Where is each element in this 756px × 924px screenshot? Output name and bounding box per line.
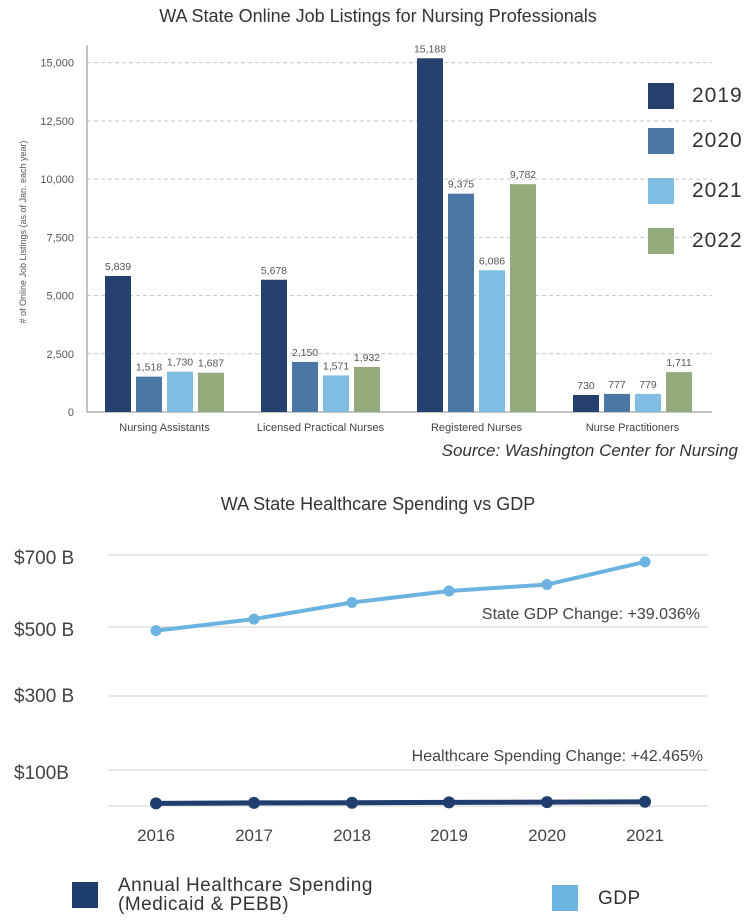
healthcare-spending-point [248,796,260,809]
spending-vs-gdp-plot: $700 B $500 B $300 B $100B 2016 2017 2018 2019 2… [14,548,708,845]
bar-value-label: 1,518 [136,362,162,374]
bar-2019 [261,279,287,412]
legend-item-healthcare-spending: Annual Healthcare Spending (Medicaid & P… [72,876,373,914]
bar-2020 [448,193,474,412]
x-category-label: Nurse Practitioners [586,422,680,434]
spending-vs-gdp-chart: WA State Healthcare Spending vs GDP $700… [0,480,756,924]
legend-label-2021: 2021 [692,179,743,202]
y-tick-label: $700 B [14,548,74,569]
x-category-label: Nursing Assistants [119,422,210,434]
bar-2019 [105,276,131,412]
x-tick-label: 2021 [626,826,664,845]
x-tick-label: 2016 [137,826,175,845]
bar-value-label: 15,188 [414,43,446,55]
gdp-change-annotation: State GDP Change: +39.036% [482,606,700,623]
y-tick-label: 7,500 [46,232,74,244]
source-note: Source: Washington Center for Nursing [441,441,738,460]
y-tick-label: 5,000 [46,291,74,303]
bar-2020 [292,361,318,412]
healthcare-spending-point [541,796,553,809]
x-tick-label: 2017 [235,826,273,845]
bar-value-label: 1,571 [323,360,349,372]
healthcare-spending-point [150,797,162,810]
bar-2019 [573,394,599,412]
y-tick-label: $500 B [14,620,74,641]
legend-label-gdp: GDP [598,887,641,909]
bar-value-label: 1,932 [354,352,380,364]
legend-label-2019: 2019 [692,84,743,107]
bar-value-label: 1,687 [198,358,224,370]
bar-2022 [354,367,380,412]
y-tick-label: 2,500 [46,349,74,361]
bar-value-label: 9,375 [448,179,474,191]
gdp-point [639,556,651,568]
x-tick-label: 2020 [528,826,566,845]
legend-label-line2: (Medicaid & PEBB) [118,894,290,915]
bar-2021 [635,393,661,412]
x-tick-label: 2019 [430,826,468,845]
bar-2022 [666,372,692,412]
bar-value-label: 2,150 [292,347,318,359]
x-category-label: Registered Nurses [431,422,523,434]
bar-value-label: 730 [577,380,595,392]
y-tick-label: 15,000 [40,58,74,70]
y-axis-title: # of Online Job Listings (as of Jan. eac… [18,140,28,323]
legend-label-2020: 2020 [692,129,743,152]
bar-value-label: 779 [639,379,657,391]
bar-value-label: 9,782 [510,169,536,181]
bar-value-label: 777 [608,379,626,391]
healthcare-spending-point [639,795,651,808]
bar-value-label: 1,711 [666,357,692,369]
legend-item-2020: 2020 [648,128,743,154]
legend-item-2021: 2021 [648,178,743,204]
healthcare-spending-point [346,796,358,809]
bar-2022 [510,184,536,412]
job-listings-plot: 0 2,500 5,000 7,500 10,000 12,500 15,000 # of O… [18,43,712,434]
gdp-point [443,585,455,597]
legend-label-healthcare-spending: Annual Healthcare Spending (Medicaid & P… [118,876,373,914]
y-tick-label: 12,500 [40,116,74,128]
y-tick-label: 10,000 [40,174,74,186]
x-tick-label: 2018 [333,826,371,845]
bar-2021 [479,270,505,412]
legend-item-gdp: GDP [552,885,641,911]
legend-swatch-2019 [648,83,674,109]
legend-label-2022: 2022 [692,229,743,252]
bar-2021 [167,371,193,412]
bar-2020 [136,376,162,412]
bar-2022 [198,372,224,412]
gdp-point [346,597,358,609]
gdp-point [150,625,162,637]
legend-swatch-gdp [552,885,578,911]
x-category-label: Licensed Practical Nurses [257,422,385,434]
legend-item-2019: 2019 [648,83,743,109]
gdp-line [155,559,646,633]
legend-item-2022: 2022 [648,228,743,254]
bar-2021 [323,375,349,412]
spending-change-annotation: Healthcare Spending Change: +42.465% [412,748,703,765]
bar-value-label: 1,730 [167,357,193,369]
chart-title: WA State Healthcare Spending vs GDP [220,494,536,514]
healthcare-spending-point [443,796,455,809]
legend-swatch-2020 [648,128,674,154]
chart-title: WA State Online Job Listings for Nursing… [159,6,597,26]
healthcare-spending-line [155,799,646,806]
legend-swatch-healthcare-spending [72,882,98,908]
y-tick-label: $300 B [14,686,74,707]
legend-swatch-2021 [648,178,674,204]
job-listings-chart: WA State Online Job Listings for Nursing… [18,6,743,460]
bar-value-label: 6,086 [479,255,505,267]
legend-swatch-2022 [648,228,674,254]
y-tick-label: $100B [14,763,69,784]
bar-2019 [417,58,443,413]
bar-2020 [604,393,630,412]
bar-value-label: 5,839 [105,261,131,273]
gdp-point [248,613,260,625]
legend-label-line1: Annual Healthcare Spending [118,875,373,896]
y-tick-label: 0 [68,407,74,419]
bar-value-label: 5,678 [261,265,287,277]
gdp-point [541,579,553,591]
